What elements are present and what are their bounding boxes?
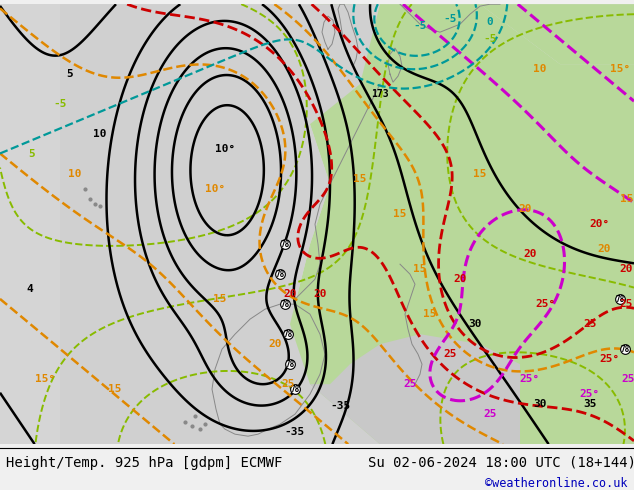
Text: 25: 25 (483, 409, 497, 419)
Text: 25: 25 (281, 379, 295, 389)
Text: 5: 5 (67, 69, 74, 79)
Text: 20: 20 (597, 244, 611, 254)
Text: -35: -35 (285, 427, 305, 437)
Text: 20°: 20° (590, 219, 610, 229)
Text: 78: 78 (285, 360, 295, 368)
Text: 10°: 10° (205, 184, 225, 194)
Text: 78: 78 (280, 300, 290, 309)
Text: 15: 15 (413, 264, 427, 274)
Text: 10°: 10° (215, 144, 235, 154)
Text: 15°: 15° (35, 374, 55, 384)
Text: 15: 15 (213, 294, 227, 304)
Text: 10: 10 (68, 169, 82, 179)
Text: -5: -5 (53, 99, 67, 109)
Polygon shape (310, 4, 380, 124)
Text: Su 02-06-2024 18:00 UTC (18+144): Su 02-06-2024 18:00 UTC (18+144) (368, 456, 634, 470)
Text: 35: 35 (583, 399, 597, 409)
Text: 25°: 25° (535, 299, 555, 309)
Text: ©weatheronline.co.uk: ©weatheronline.co.uk (485, 477, 628, 490)
Text: 78: 78 (275, 270, 285, 279)
Text: 0: 0 (487, 17, 493, 27)
Text: 25°: 25° (620, 299, 634, 309)
Text: 15: 15 (473, 169, 487, 179)
Polygon shape (310, 334, 520, 444)
Text: 78: 78 (280, 240, 290, 248)
Text: 25: 25 (583, 319, 597, 329)
Text: 25: 25 (621, 374, 634, 384)
Text: -5: -5 (483, 34, 497, 44)
Text: 4: 4 (27, 284, 34, 294)
Text: 15: 15 (108, 384, 122, 394)
Text: 25°: 25° (520, 374, 540, 384)
Text: 20°: 20° (620, 264, 634, 274)
Polygon shape (210, 304, 380, 444)
Text: 15°: 15° (620, 194, 634, 204)
Text: 20: 20 (313, 289, 327, 299)
Text: 25: 25 (403, 379, 417, 389)
Text: 20: 20 (518, 204, 532, 214)
Text: 78: 78 (621, 344, 630, 354)
Text: 10: 10 (93, 129, 107, 139)
Text: Height/Temp. 925 hPa [gdpm] ECMWF: Height/Temp. 925 hPa [gdpm] ECMWF (6, 456, 283, 470)
Text: 25: 25 (443, 349, 456, 359)
Text: -35: -35 (330, 401, 350, 411)
Bar (0, 4, 60, 444)
Text: 20: 20 (453, 274, 467, 284)
Text: 20: 20 (268, 339, 281, 349)
Text: 30: 30 (469, 319, 482, 329)
Text: -5: -5 (443, 14, 456, 24)
Text: 20: 20 (523, 249, 537, 259)
Text: 78: 78 (616, 294, 624, 304)
Polygon shape (0, 4, 380, 444)
Polygon shape (380, 4, 634, 64)
Text: 78: 78 (290, 385, 300, 393)
Polygon shape (290, 4, 634, 444)
Text: 15: 15 (424, 309, 437, 319)
Text: 15: 15 (353, 174, 366, 184)
Text: 25°: 25° (580, 389, 600, 399)
Text: 10: 10 (533, 64, 547, 74)
Text: 15: 15 (393, 209, 407, 219)
Text: 30: 30 (533, 399, 547, 409)
Text: 78: 78 (283, 330, 293, 339)
Text: 15°: 15° (610, 64, 630, 74)
Text: 5: 5 (29, 149, 36, 159)
Text: -5: -5 (413, 21, 427, 31)
Text: 173: 173 (371, 89, 389, 99)
Text: 20: 20 (283, 289, 297, 299)
Text: 25°: 25° (600, 354, 620, 364)
